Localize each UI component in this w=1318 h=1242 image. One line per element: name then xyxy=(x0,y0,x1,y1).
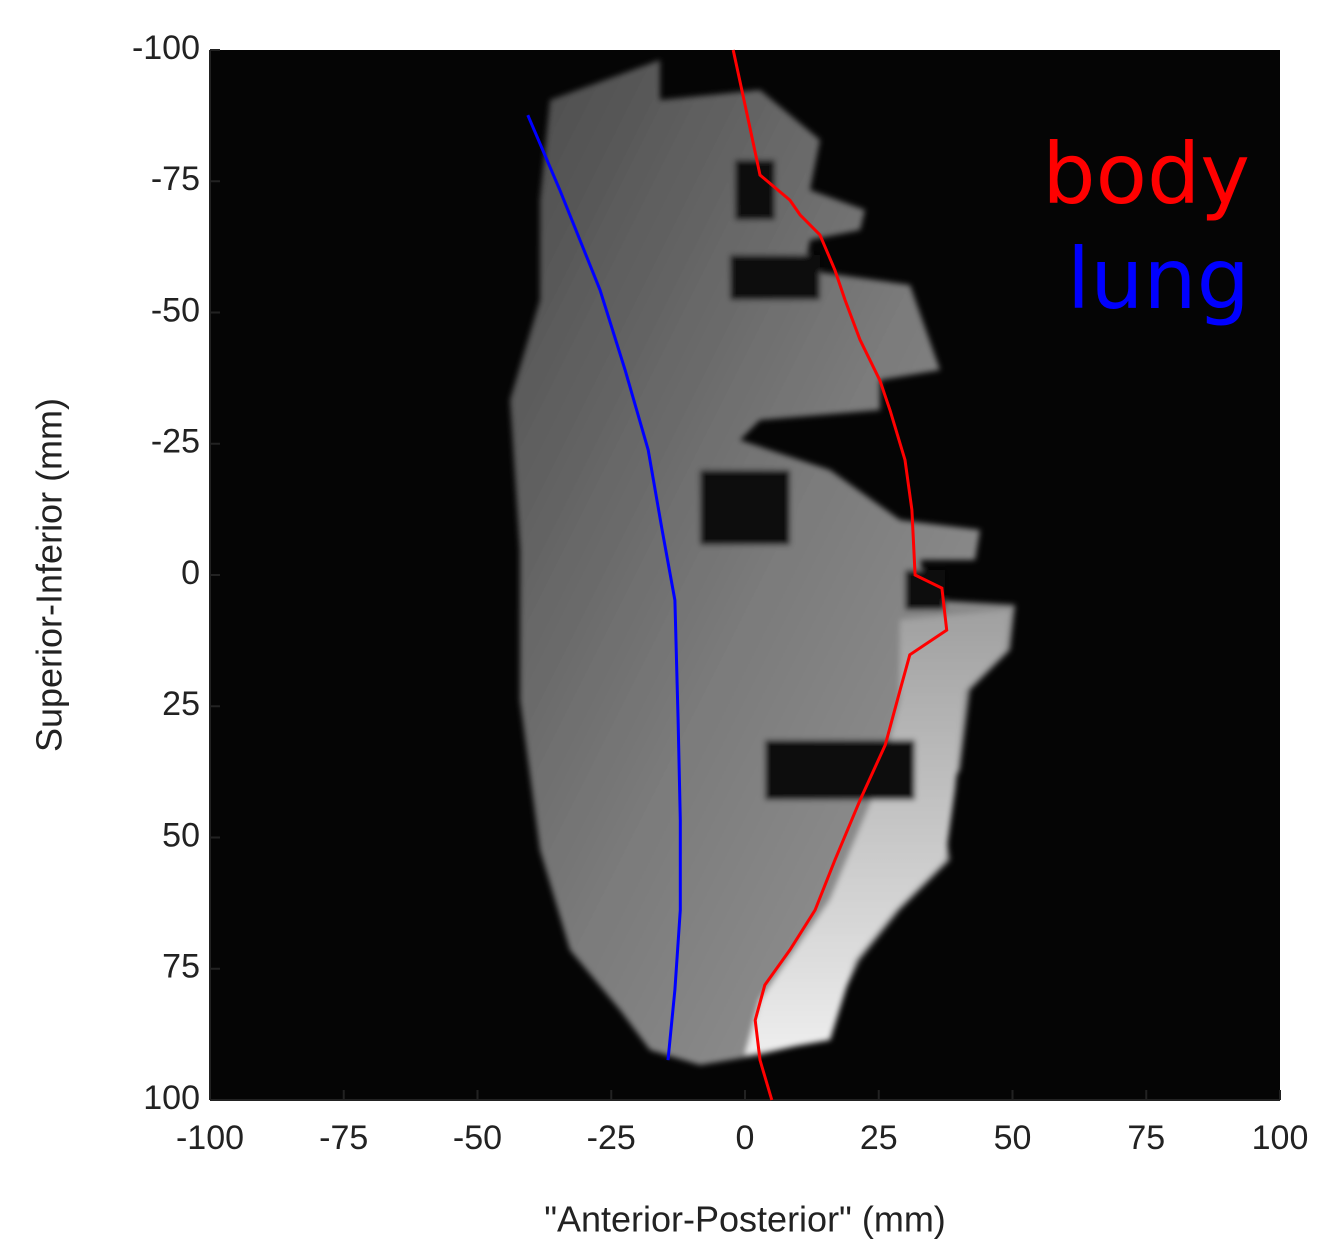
x-tick-label: -100 xyxy=(176,1119,244,1157)
x-tick-label: -25 xyxy=(587,1119,636,1157)
y-tick-label: 25 xyxy=(162,685,200,723)
x-tick-label: 100 xyxy=(1252,1119,1309,1157)
y-tick-label: -75 xyxy=(151,160,200,198)
y-tick-label: 0 xyxy=(181,554,200,592)
phantom-image xyxy=(510,60,1015,1065)
y-tick-label: 50 xyxy=(162,816,200,854)
x-axis-label: "Anterior-Posterior" (mm) xyxy=(544,1199,946,1240)
y-tick-label: -25 xyxy=(151,423,200,461)
x-tick-label: -50 xyxy=(453,1119,502,1157)
x-tick-label: -75 xyxy=(319,1119,368,1157)
line-series xyxy=(731,49,949,1101)
y-tick-label: 75 xyxy=(162,948,200,986)
legend-entry: body xyxy=(1042,125,1250,223)
y-axis-label: Superior-Inferior (mm) xyxy=(29,398,70,752)
y-tick-label: -100 xyxy=(132,29,200,67)
x-tick-label: 75 xyxy=(1127,1119,1165,1157)
y-tick-label: -50 xyxy=(151,291,200,329)
x-tick-label: 50 xyxy=(994,1119,1032,1157)
image-background xyxy=(210,50,1280,1100)
y-tick-label: 100 xyxy=(143,1079,200,1117)
line-series xyxy=(526,114,682,1061)
x-tick-label: 25 xyxy=(860,1119,898,1157)
legend-entry: lung xyxy=(1067,230,1250,328)
x-tick-label: 0 xyxy=(736,1119,755,1157)
